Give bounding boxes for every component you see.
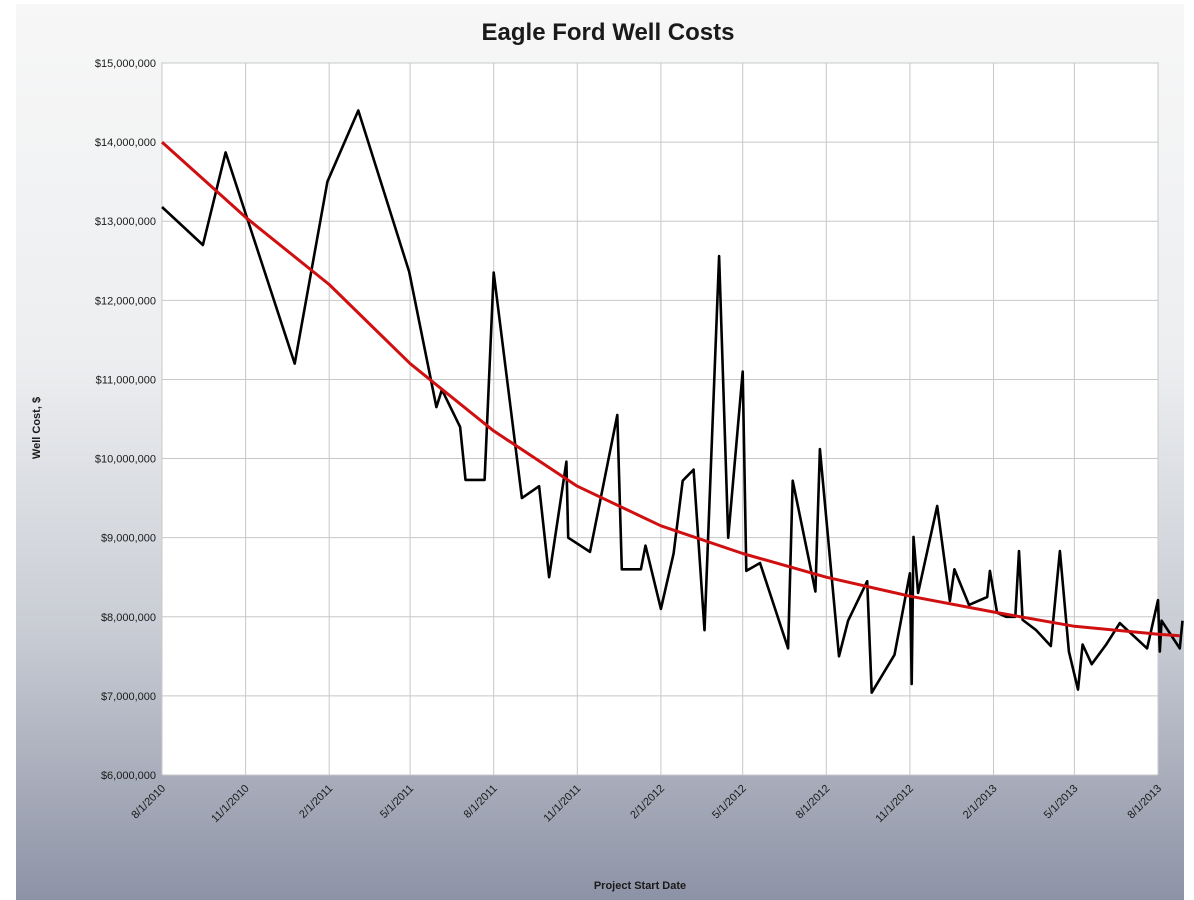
y-tick-label: $10,000,000 (95, 454, 156, 466)
x-tick-label: 8/1/2012 (794, 783, 833, 822)
plot-area (161, 62, 1159, 776)
y-tick-label: $9,000,000 (101, 533, 156, 545)
x-tick-label: 2/1/2012 (628, 783, 667, 822)
x-tick-label: 5/1/2013 (1042, 783, 1081, 822)
y-tick-label: $13,000,000 (95, 216, 156, 228)
x-tick-label: 8/1/2010 (129, 783, 168, 822)
y-tick-label: $15,000,000 (95, 58, 156, 70)
x-tick-label: 11/1/2011 (541, 783, 583, 825)
x-tick-label: 5/1/2012 (710, 783, 749, 822)
well-cost-line (161, 109, 1184, 695)
x-axis-title: Project Start Date (594, 880, 686, 892)
x-tick-label: 11/1/2012 (874, 783, 917, 826)
x-axis-ticks: 8/1/2010 11/1/2010 2/1/2011 5/1/2011 8/1/201… (129, 783, 1164, 826)
x-tick-label: 8/1/2011 (462, 783, 500, 821)
y-tick-label: $7,000,000 (101, 691, 156, 703)
x-tick-label: 2/1/2013 (961, 783, 1000, 822)
trend-line (160, 140, 1180, 638)
x-tick-label: 5/1/2011 (378, 783, 416, 821)
y-axis-title: Well Cost, $ (31, 397, 43, 459)
series-layer (160, 109, 1184, 695)
y-tick-label: $11,000,000 (96, 374, 156, 386)
y-tick-label: $14,000,000 (95, 137, 156, 149)
x-tick-label: 11/1/2010 (209, 783, 252, 826)
y-tick-label: $6,000,000 (101, 770, 156, 782)
y-tick-label: $12,000,000 (95, 295, 156, 307)
chart-title: Eagle Ford Well Costs (482, 19, 735, 46)
chart-frame: Eagle Ford Well Costs $6,000,000 $7,000,0… (16, 4, 1184, 900)
y-axis-ticks: $6,000,000 $7,000,000 $8,000,000 $9,000,000… (95, 58, 156, 782)
x-tick-label: 2/1/2011 (297, 783, 335, 821)
y-tick-label: $8,000,000 (101, 612, 156, 624)
x-tick-label: 8/1/2013 (1125, 783, 1164, 822)
line-chart: Eagle Ford Well Costs $6,000,000 $7,000,0… (31, 19, 1184, 892)
